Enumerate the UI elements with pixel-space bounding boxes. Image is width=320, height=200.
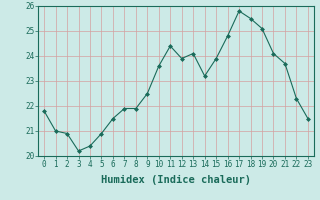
X-axis label: Humidex (Indice chaleur): Humidex (Indice chaleur) <box>101 175 251 185</box>
